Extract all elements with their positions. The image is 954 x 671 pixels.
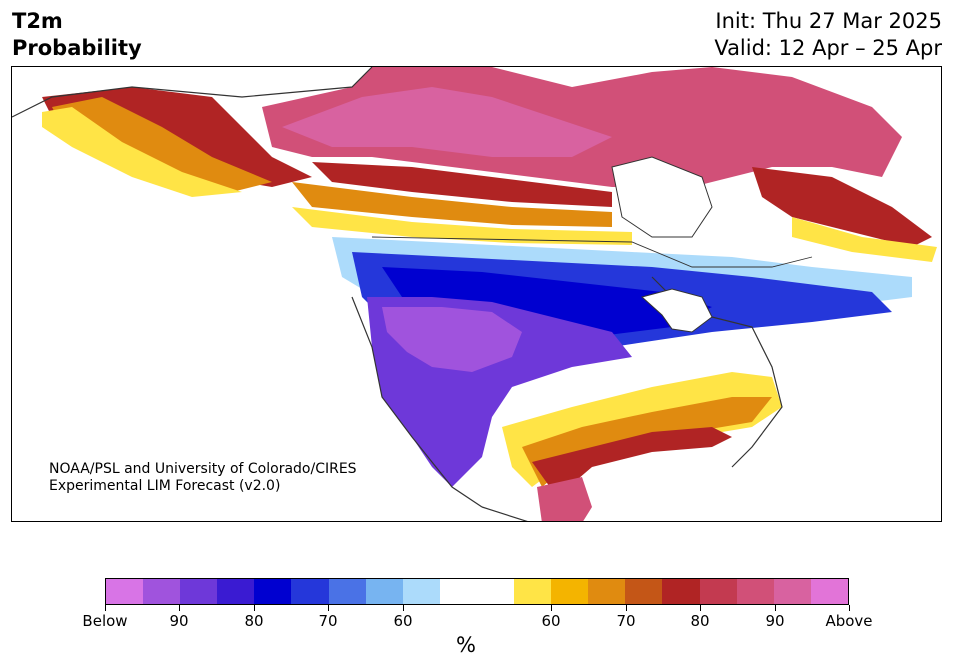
colorbar-segment bbox=[365, 579, 403, 604]
south-us-above-mid bbox=[522, 397, 772, 487]
hudson-bay bbox=[611, 156, 713, 238]
colorbar-tick bbox=[328, 605, 329, 611]
credit-line-1: NOAA/PSL and University of Colorado/CIRE… bbox=[49, 461, 357, 477]
colorbar-tick-label: 80 bbox=[244, 612, 264, 630]
valid-date: Valid: 12 Apr – 25 Apr bbox=[714, 36, 942, 60]
colorbar-segment bbox=[662, 579, 700, 604]
colorbar-segment bbox=[699, 579, 737, 604]
west-us-below-strong bbox=[382, 307, 522, 372]
colorbar-tick-label: Above bbox=[825, 612, 873, 630]
colorbar-tick bbox=[403, 605, 404, 611]
colorbar-segment bbox=[439, 579, 477, 604]
init-date: Init: Thu 27 Mar 2025 bbox=[715, 9, 942, 33]
colorbar-tick bbox=[105, 605, 106, 611]
colorbar-tick bbox=[626, 605, 627, 611]
colorbar-segment bbox=[143, 579, 181, 604]
colorbar-segment bbox=[773, 579, 811, 604]
colorbar bbox=[105, 578, 849, 605]
colorbar-segment bbox=[402, 579, 440, 604]
us-canada-border bbox=[371, 236, 813, 268]
colorbar-segment bbox=[291, 579, 329, 604]
mexico-above-max bbox=[537, 477, 592, 521]
east-canada-above bbox=[752, 167, 932, 247]
map-canvas bbox=[12, 67, 937, 521]
alaska-above-weak bbox=[42, 107, 242, 197]
colorbar-tick-label: 60 bbox=[393, 612, 413, 630]
probability-map bbox=[11, 66, 942, 522]
colorbar-segment bbox=[551, 579, 589, 604]
colorbar-tick bbox=[849, 605, 850, 611]
colorbar-tick-label: 70 bbox=[616, 612, 636, 630]
colorbar-tick-label: 60 bbox=[541, 612, 561, 630]
coastline bbox=[12, 67, 783, 521]
colorbar-segment bbox=[217, 579, 255, 604]
colorbar-segment bbox=[254, 579, 292, 604]
credit-text: NOAA/PSL and University of Colorado/CIRE… bbox=[49, 461, 357, 495]
forecast-dates: Init: Thu 27 Mar 2025 Valid: 12 Apr – 25… bbox=[714, 8, 942, 62]
colorbar-tick bbox=[775, 605, 776, 611]
great-lakes bbox=[640, 288, 713, 333]
colorbar-unit: % bbox=[456, 633, 476, 657]
colorbar-segment bbox=[514, 579, 552, 604]
colorbar-tick-label: 90 bbox=[169, 612, 189, 630]
colorbar-tick bbox=[179, 605, 180, 611]
south-us-above-strong bbox=[532, 427, 732, 497]
colorbar-segment bbox=[328, 579, 366, 604]
colorbar-segment bbox=[106, 579, 144, 604]
colorbar-tick-label: 70 bbox=[318, 612, 338, 630]
colorbar-tick bbox=[551, 605, 552, 611]
east-canada-above-weak bbox=[792, 217, 937, 262]
colorbar-segment bbox=[180, 579, 218, 604]
colorbar-tick-label: 80 bbox=[690, 612, 710, 630]
colorbar-segment bbox=[476, 579, 515, 604]
colorbar-tick-label: 90 bbox=[765, 612, 785, 630]
alaska-above-mid bbox=[52, 97, 272, 192]
canada-above-mid-band bbox=[292, 182, 612, 227]
canada-above-top bbox=[282, 87, 612, 157]
canada-above-strong-band bbox=[312, 162, 612, 207]
colorbar-segment bbox=[736, 579, 774, 604]
colorbar-segment bbox=[625, 579, 663, 604]
colorbar-segment bbox=[588, 579, 626, 604]
title-line-2: Probability bbox=[12, 36, 142, 60]
credit-line-2: Experimental LIM Forecast (v2.0) bbox=[49, 478, 281, 494]
title-line-1: T2m bbox=[12, 9, 63, 33]
canada-above-weak-band bbox=[292, 207, 632, 245]
colorbar-segment bbox=[810, 579, 848, 604]
map-title: T2m Probability bbox=[12, 8, 142, 62]
colorbar-tick bbox=[700, 605, 701, 611]
colorbar-tick-label: Below bbox=[82, 612, 128, 630]
colorbar-tick bbox=[254, 605, 255, 611]
